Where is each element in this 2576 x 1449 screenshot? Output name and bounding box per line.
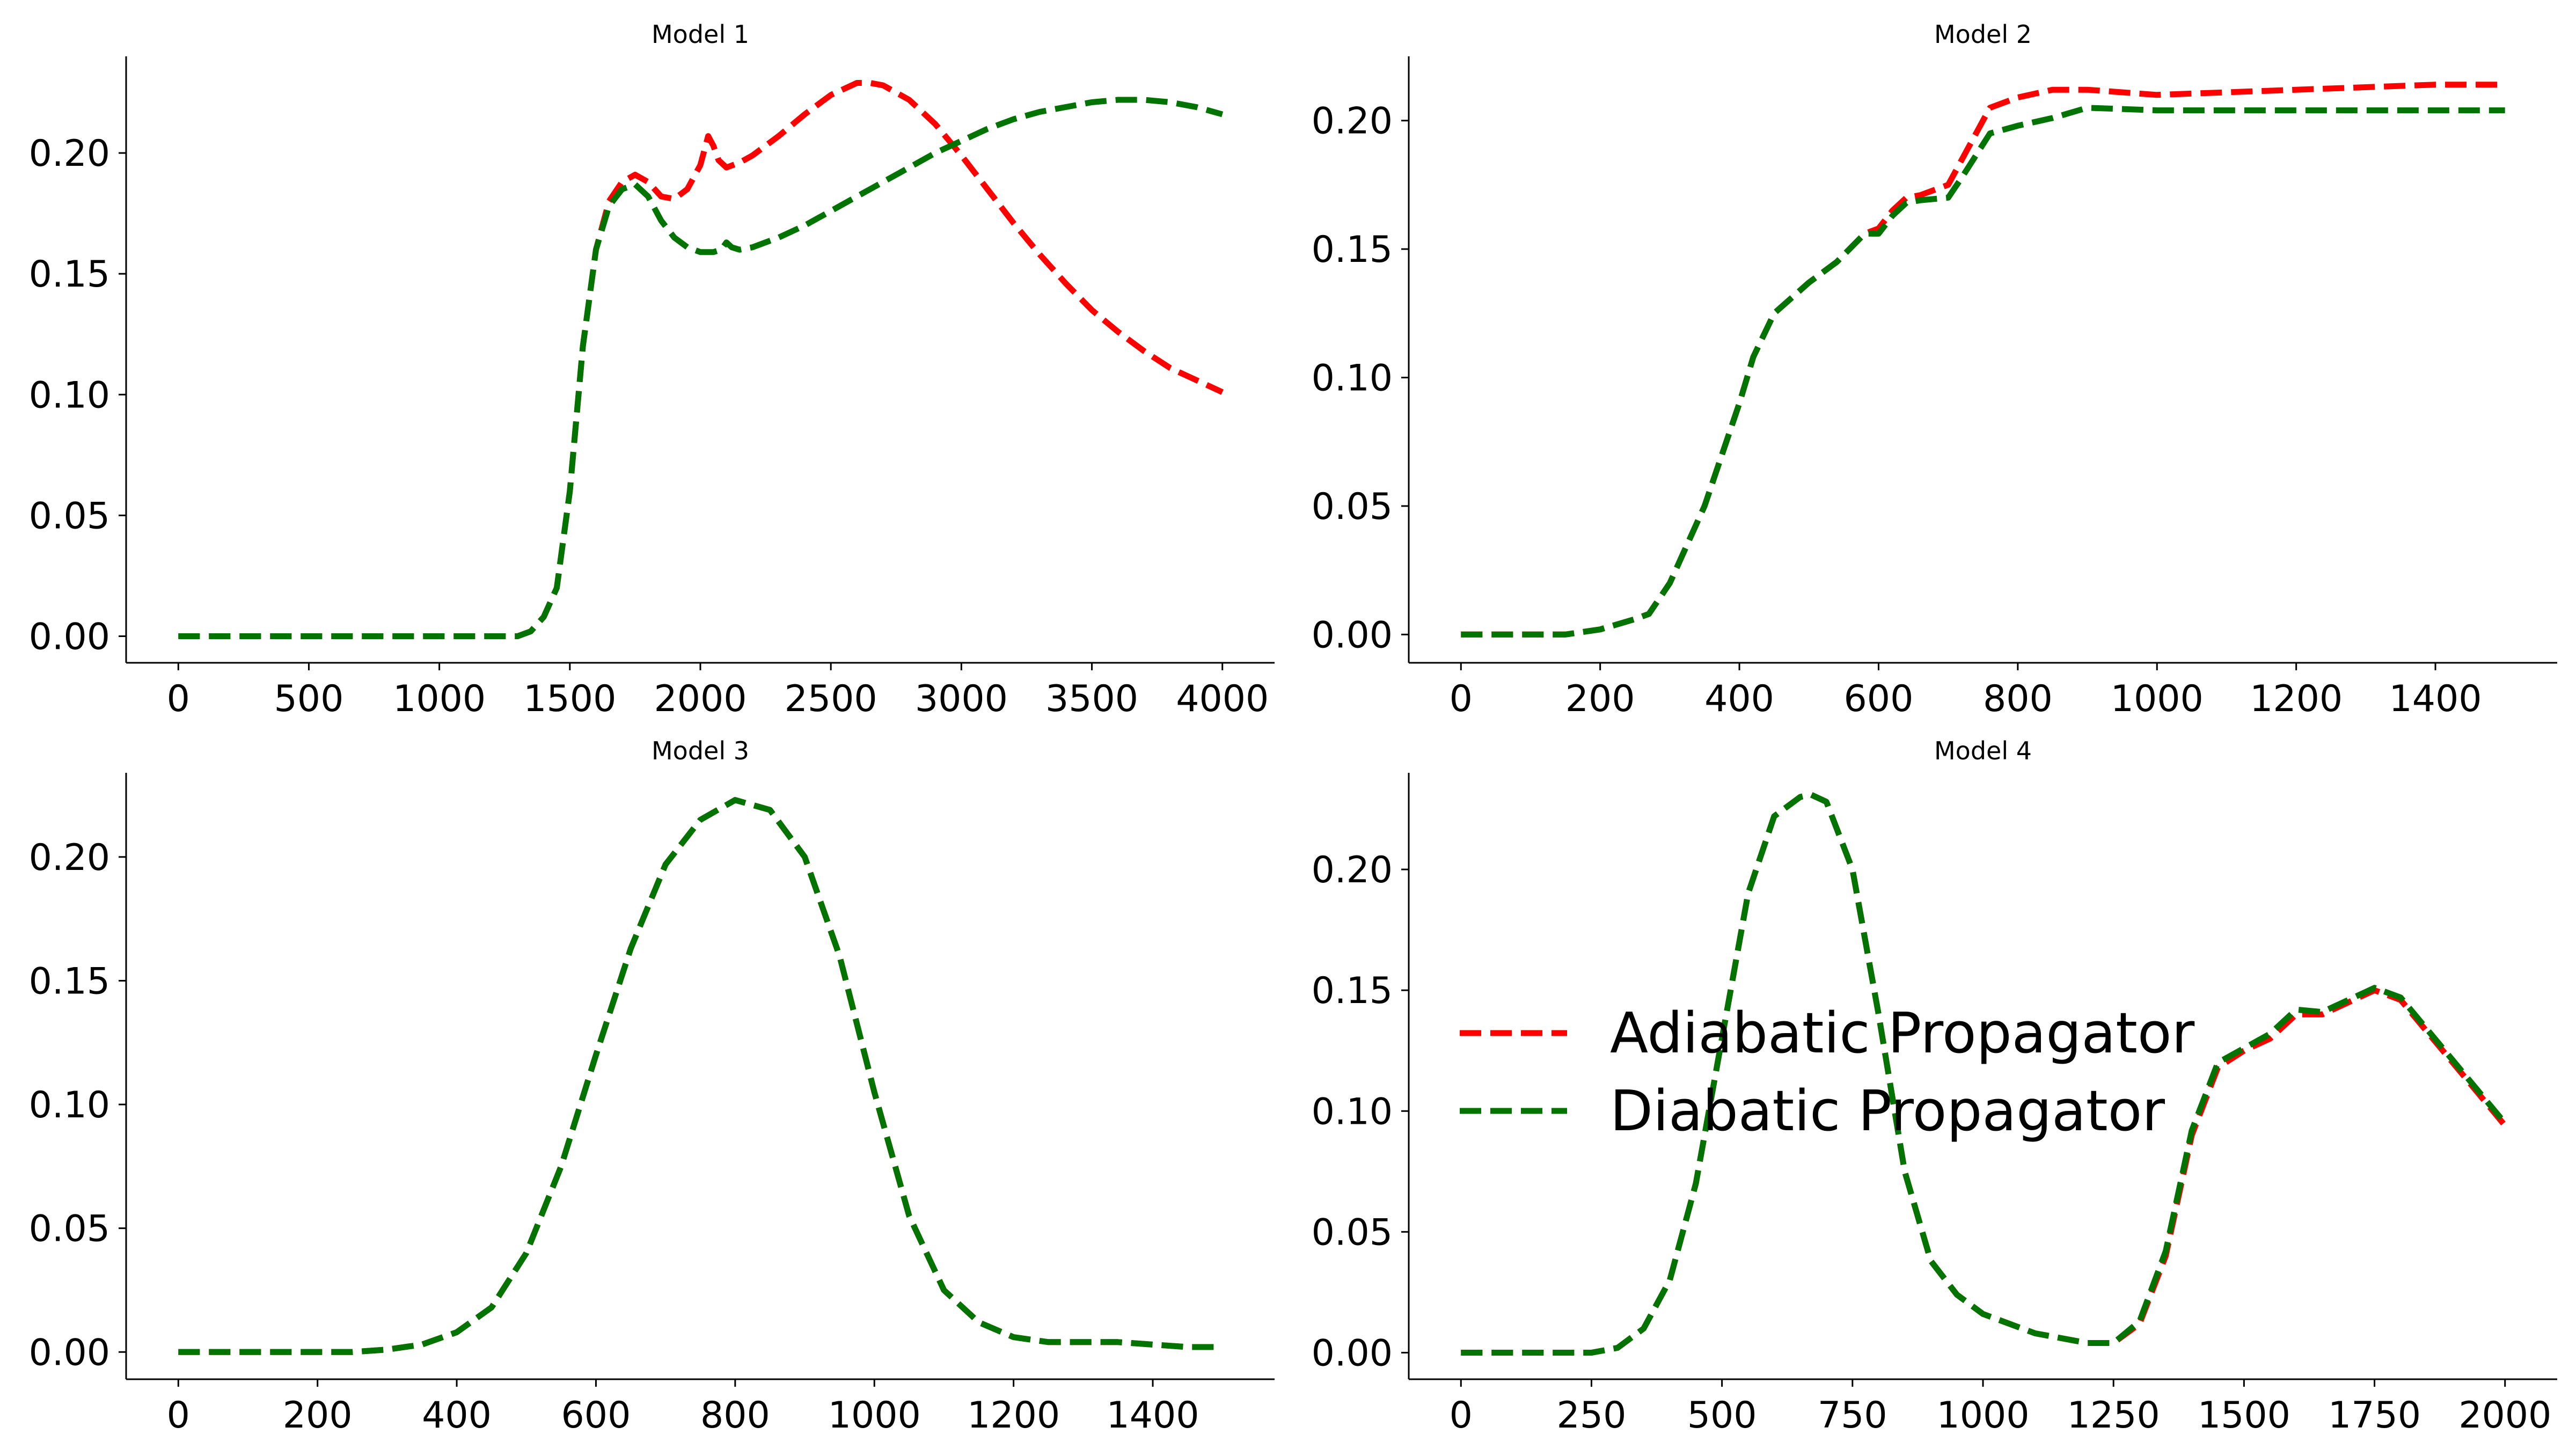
panel-title-model-3: Model 3 (652, 736, 749, 765)
x-tick-label: 250 (1557, 1394, 1627, 1437)
x-tick-label: 1000 (828, 1394, 921, 1437)
x-tick-label: 0 (167, 1394, 190, 1437)
panel-model-4: Model 4 0 250 500 750 1000 1250 1500 1750 2000 0.0… (1312, 736, 2557, 1437)
y-tick-label: 0.20 (1312, 849, 1393, 891)
y-tick-label: 0.00 (1312, 614, 1393, 656)
x-tick-label: 1250 (2067, 1394, 2160, 1437)
legend-label: Diabatic Propagator (1610, 1078, 2165, 1144)
y-tick-label: 0.10 (29, 1084, 110, 1126)
x-tick-label: 1750 (2328, 1394, 2421, 1437)
legend: Adiabatic Propagator Diabatic Propagator (1460, 1000, 2195, 1144)
x-tick-label: 200 (1565, 678, 1635, 720)
x-tick-label: 3000 (915, 678, 1008, 720)
x-tick-label: 0 (1450, 678, 1473, 720)
x-tick-label: 750 (1818, 1394, 1887, 1437)
y-tick-label: 0.00 (29, 616, 110, 658)
x-tick-label: 3500 (1045, 678, 1138, 720)
x-tick-label: 1400 (1106, 1394, 1199, 1437)
x-tick-label: 2000 (2458, 1394, 2551, 1437)
y-tick-label: 0.15 (1312, 229, 1393, 271)
panel-title-model-1: Model 1 (652, 20, 749, 49)
y-tick-label: 0.00 (29, 1331, 110, 1374)
series-line-diabatic (1461, 792, 2507, 1356)
x-tick-label: 0 (167, 678, 190, 720)
y-tick-label: 0.10 (1312, 357, 1393, 400)
x-tick-label: 600 (561, 1394, 631, 1437)
x-tick-label: 4000 (1176, 678, 1269, 720)
y-tick-label: 0.05 (1312, 1211, 1393, 1254)
x-tick-label: 1400 (2389, 678, 2482, 720)
y-tick-label: 0.10 (1312, 1091, 1393, 1133)
series-line-diabatic (1461, 105, 2505, 638)
y-tick-label: 0.20 (1312, 100, 1393, 143)
x-tick-label: 1200 (967, 1394, 1060, 1437)
x-tick-label: 1200 (2250, 678, 2343, 720)
y-tick-label: 0.15 (1312, 970, 1393, 1012)
x-tick-label: 2500 (785, 678, 877, 720)
y-tick-label: 0.20 (29, 133, 110, 175)
x-tick-label: 1500 (2198, 1394, 2290, 1437)
x-tick-label: 2000 (654, 678, 747, 720)
panel-model-2: Model 2 0 200 400 600 800 1000 1200 1400 0.00 0.05… (1312, 20, 2557, 720)
y-tick-label: 0.05 (1312, 486, 1393, 528)
legend-item: Diabatic Propagator (1460, 1078, 2165, 1144)
y-tick-label: 0.20 (29, 837, 110, 879)
panel-title-model-2: Model 2 (1934, 20, 2032, 49)
x-tick-label: 800 (700, 1394, 770, 1437)
x-tick-label: 800 (1983, 678, 2053, 720)
x-tick-label: 0 (1450, 1394, 1473, 1437)
legend-label: Adiabatic Propagator (1610, 1000, 2195, 1066)
panel-title-model-4: Model 4 (1934, 736, 2032, 765)
x-tick-label: 1000 (393, 678, 486, 720)
panel-model-3: Model 3 0 200 400 600 800 1000 1200 1400 0.00 0.05… (29, 736, 1275, 1437)
y-tick-label: 0.05 (29, 1208, 110, 1250)
legend-item: Adiabatic Propagator (1460, 1000, 2195, 1066)
y-tick-label: 0.10 (29, 374, 110, 416)
x-tick-label: 400 (1704, 678, 1774, 720)
x-tick-label: 1500 (523, 678, 616, 720)
x-tick-label: 200 (283, 1394, 353, 1437)
y-tick-label: 0.00 (1312, 1332, 1393, 1374)
x-tick-label: 400 (422, 1394, 492, 1437)
y-tick-label: 0.15 (29, 253, 110, 296)
x-tick-label: 500 (274, 678, 344, 720)
y-tick-label: 0.05 (29, 495, 110, 537)
series-line-diabatic (178, 797, 1223, 1355)
x-tick-label: 500 (1687, 1394, 1757, 1437)
x-tick-label: 1000 (2111, 678, 2204, 720)
x-tick-label: 600 (1844, 678, 1914, 720)
x-tick-label: 1000 (1936, 1394, 2029, 1437)
y-tick-label: 0.15 (29, 960, 110, 1002)
series-line-diabatic (178, 97, 1224, 639)
panel-model-1: Model 1 0 500 1000 1500 2000 2500 3000 3500 4000 0… (29, 20, 1275, 720)
